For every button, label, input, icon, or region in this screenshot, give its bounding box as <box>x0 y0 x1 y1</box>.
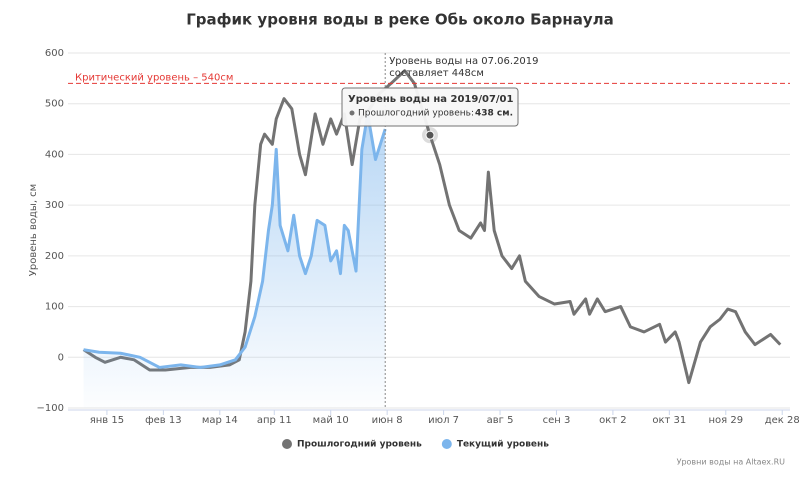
annotation: составляет 448см <box>389 68 484 79</box>
chart-title: График уровня воды в реке Обь около Барн… <box>186 11 614 29</box>
x-tick-label: дек 28 <box>765 415 800 426</box>
x-tick-label: июл 7 <box>428 415 459 426</box>
series <box>82 69 782 408</box>
legend-label[interactable]: Текущий уровень <box>457 440 549 450</box>
hover-point <box>425 130 435 140</box>
tooltip-title: Уровень воды на 2019/07/01 <box>348 94 514 105</box>
x-tick-label: янв 15 <box>90 415 124 426</box>
tooltip-value: 438 см. <box>475 109 513 119</box>
grid: −100 0 100 200 300 400 500 600 янв 15 фев 13 мар 1… <box>37 48 800 426</box>
y-tick-label: 100 <box>45 302 64 313</box>
x-tick-label: авг 5 <box>487 415 514 426</box>
x-tick-label: сен 3 <box>543 415 571 426</box>
y-tick-label: 0 <box>58 352 64 363</box>
y-tick-label: 200 <box>45 251 64 262</box>
x-tick-label: май 10 <box>313 415 349 426</box>
series-area <box>83 113 386 408</box>
annotation: Уровень воды на 07.06.2019 <box>389 56 538 67</box>
y-tick-label: 300 <box>45 200 64 211</box>
legend-marker[interactable] <box>441 439 452 449</box>
critical-label: Критический уровень – 540см <box>75 72 233 83</box>
tooltip-box <box>341 87 519 127</box>
y-tick-label: 600 <box>45 48 64 59</box>
overlay: Критический уровень – 540см Уровень воды … <box>68 53 790 450</box>
y-tick-label: 500 <box>45 99 64 110</box>
legend-label[interactable]: Прошлогодний уровень <box>297 440 422 450</box>
x-tick-label: июн 8 <box>372 415 403 426</box>
credits: Уровни воды на Altaex.RU <box>677 458 786 467</box>
tooltip-label: Прошлогодний уровень: <box>358 109 474 119</box>
x-tick-label: мар 14 <box>202 415 238 426</box>
y-axis-title: Уровень воды, см <box>28 184 39 276</box>
x-tick-label: ноя 29 <box>708 415 743 426</box>
x-tick-label: апр 11 <box>257 415 292 426</box>
y-tick-label: −100 <box>37 403 64 414</box>
legend-marker[interactable] <box>282 439 292 449</box>
series-line <box>83 112 387 369</box>
y-tick-label: 400 <box>45 149 64 160</box>
x-tick-label: фев 13 <box>145 415 182 426</box>
x-tick-label: окт 31 <box>652 415 686 426</box>
x-tick-label: окт 2 <box>599 415 627 426</box>
tooltip-dot <box>349 110 355 116</box>
series-line <box>82 69 782 385</box>
